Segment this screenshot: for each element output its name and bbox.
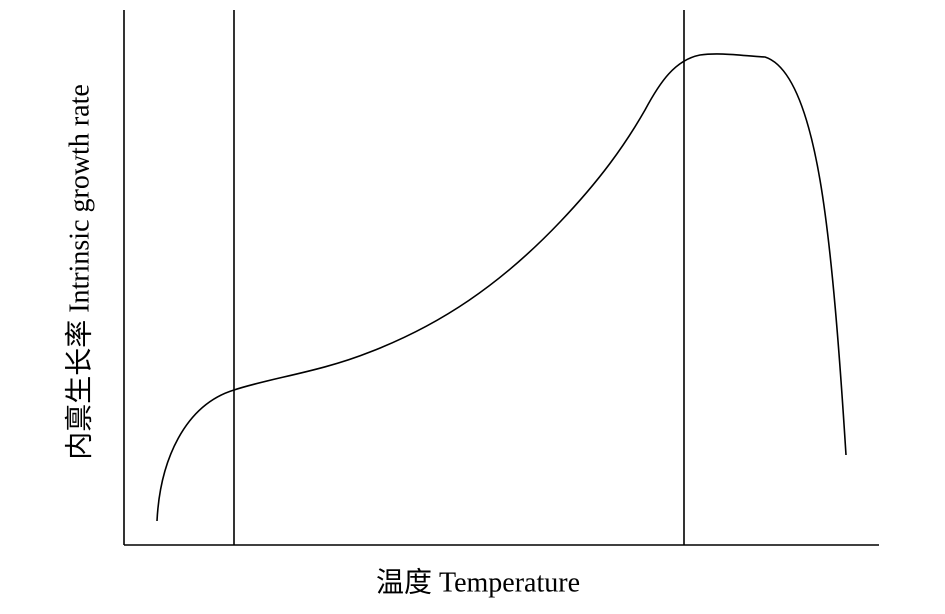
- x-axis-label: 温度 Temperature: [376, 566, 580, 598]
- y-axis-label: 内禀生长率 Intrinsic growth rate: [63, 84, 95, 460]
- growth-curve: [156, 53, 847, 522]
